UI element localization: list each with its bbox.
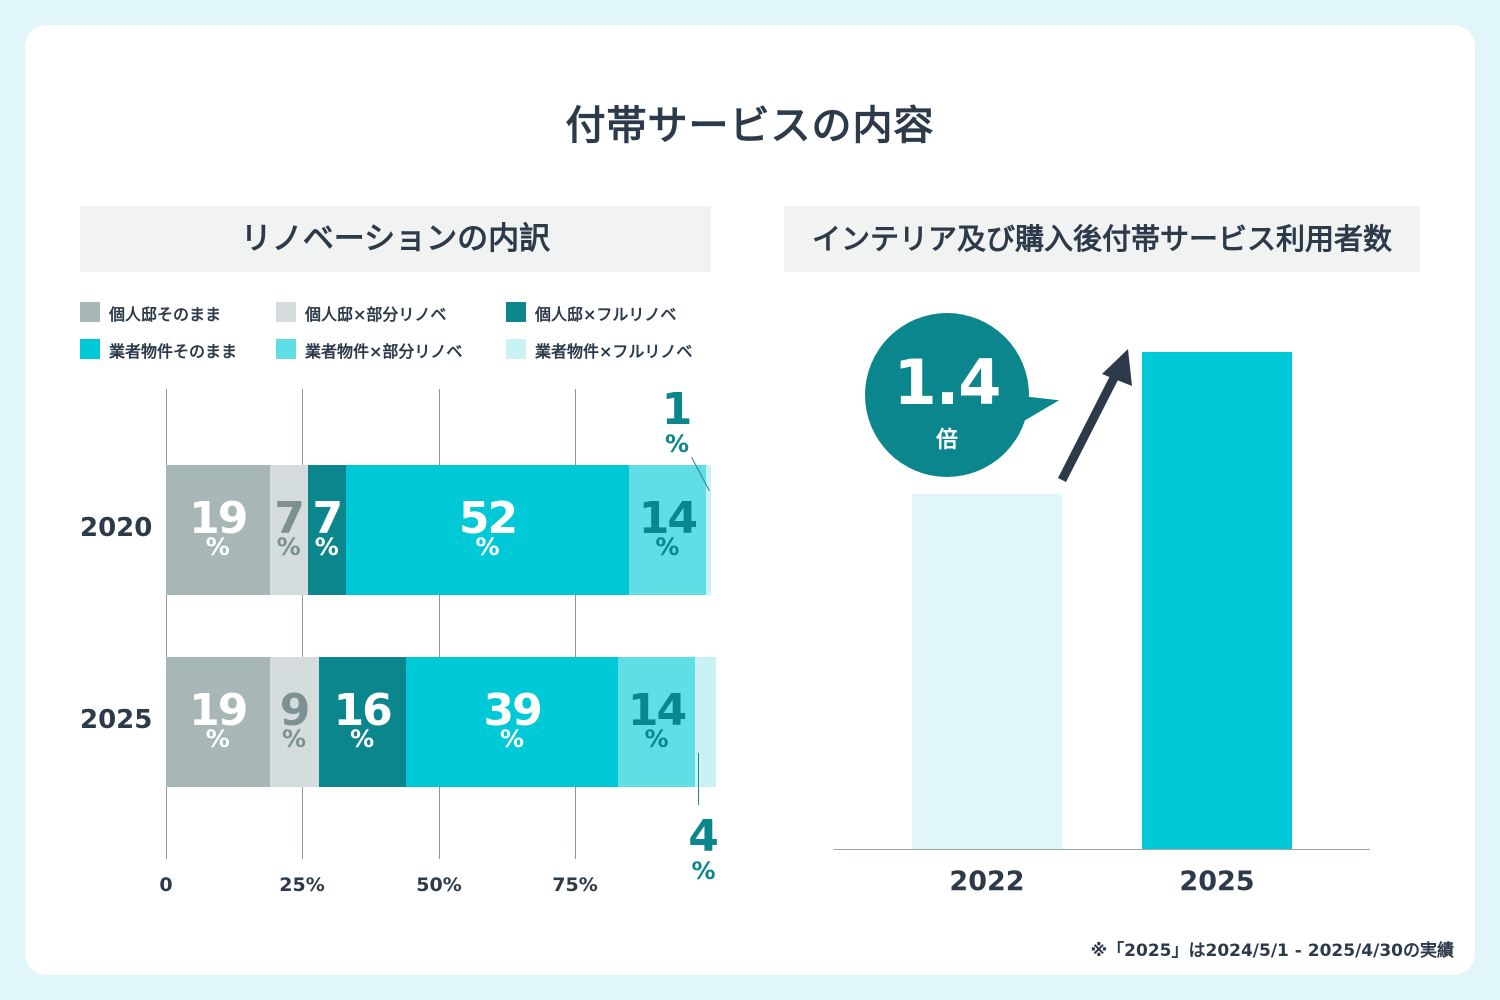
left-panel-title: リノベーションの内訳 <box>80 206 711 272</box>
right-panel-title: インテリア及び購入後付帯サービス利用者数 <box>784 206 1420 272</box>
bar-segment: 14% <box>618 657 695 787</box>
page-title: 付帯サービスの内容 <box>565 103 935 149</box>
segment-value: 19 <box>189 685 248 736</box>
bar-segment: 14% <box>629 465 706 595</box>
segment-percent: % <box>664 430 690 458</box>
segment-value: 14 <box>627 685 687 736</box>
legend-swatch <box>80 339 100 359</box>
legend-label: 個人邸×部分リノベ <box>305 305 447 324</box>
bar-chart-baseline <box>834 849 1370 850</box>
segment-callout: 1% <box>652 384 702 458</box>
segment-callout: 4% <box>679 811 729 885</box>
legend-label: 個人邸×フルリノベ <box>535 305 677 324</box>
segment-percent: % <box>282 725 307 753</box>
x-axis-label: 2025 <box>1179 866 1255 897</box>
bar-segment: 19% <box>166 657 270 787</box>
segment-label: 16% <box>319 685 406 753</box>
legend-label: 業者物件×フルリノベ <box>535 342 693 361</box>
segment-label: 52% <box>346 493 629 561</box>
multiplier-unit: 倍 <box>935 428 958 453</box>
growth-arrow-icon <box>1057 349 1132 483</box>
bar-segment <box>705 465 711 595</box>
y-axis-label: 2025 <box>80 705 153 735</box>
legend-swatch <box>506 302 526 322</box>
segment-label: 14% <box>629 493 705 561</box>
gridline <box>166 389 167 859</box>
segment-label: 7% <box>308 493 346 561</box>
segment-percent: % <box>644 725 669 753</box>
segment-percent: % <box>655 533 680 561</box>
segment-label: 39% <box>406 685 619 753</box>
bar-2022 <box>912 494 1062 849</box>
segment-label: 9% <box>270 685 319 753</box>
segment-percent: % <box>691 857 716 885</box>
bar-2025 <box>1142 352 1292 849</box>
legend-swatch <box>276 302 296 322</box>
x-tick-label: 0 <box>159 874 173 896</box>
bar-segment: 52% <box>345 465 630 595</box>
gridline <box>302 389 303 859</box>
multiplier-value: 1.4 <box>893 346 1002 419</box>
segment-percent: % <box>276 533 301 561</box>
bar-segment: 39% <box>405 657 619 787</box>
segment-value: 16 <box>333 685 393 736</box>
segment-percent: % <box>205 725 230 753</box>
segment-value: 1 <box>661 384 693 435</box>
legend-label: 業者物件×部分リノベ <box>305 342 463 361</box>
x-tick-label: 25% <box>279 874 325 896</box>
legend-swatch <box>276 339 296 359</box>
bar-segment: 7% <box>269 465 308 595</box>
segment-label: 14% <box>618 685 694 753</box>
segment-percent: % <box>350 725 375 753</box>
segment-value: 52 <box>458 493 518 544</box>
segment-value: 14 <box>638 493 698 544</box>
bar-segment: 19% <box>166 465 270 595</box>
bar-segment: 7% <box>307 465 346 595</box>
footnote: ※「2025」は2024/5/1 - 2025/4/30の実績 <box>1090 941 1454 961</box>
legend-swatch <box>80 302 100 322</box>
gridline <box>439 389 440 859</box>
x-axis-label: 2022 <box>949 866 1025 897</box>
x-tick-label: 75% <box>552 874 598 896</box>
multiplier-bubble <box>865 313 1029 477</box>
y-axis-label: 2020 <box>80 513 153 543</box>
callout-leader-line <box>698 753 699 805</box>
segment-value: 4 <box>688 811 719 862</box>
segment-percent: % <box>314 533 339 561</box>
legend-label: 個人邸そのまま <box>109 305 222 324</box>
segment-label: 19% <box>166 493 270 561</box>
x-tick-label: 50% <box>416 874 462 896</box>
segment-percent: % <box>475 533 500 561</box>
segment-value: 39 <box>483 685 542 736</box>
segment-percent: % <box>500 725 525 753</box>
bar-segment: 9% <box>269 657 319 787</box>
segment-value: 9 <box>279 685 311 736</box>
segment-percent: % <box>205 533 230 561</box>
gridline <box>575 389 576 859</box>
segment-value: 7 <box>312 493 343 544</box>
bar-segment <box>694 657 717 787</box>
segment-value: 19 <box>189 493 248 544</box>
segment-label: 7% <box>270 493 308 561</box>
legend-swatch <box>506 339 526 359</box>
segment-value: 7 <box>274 493 305 544</box>
legend-label: 業者物件そのまま <box>109 342 238 361</box>
bar-segment: 16% <box>318 657 406 787</box>
segment-label: 19% <box>166 685 270 753</box>
